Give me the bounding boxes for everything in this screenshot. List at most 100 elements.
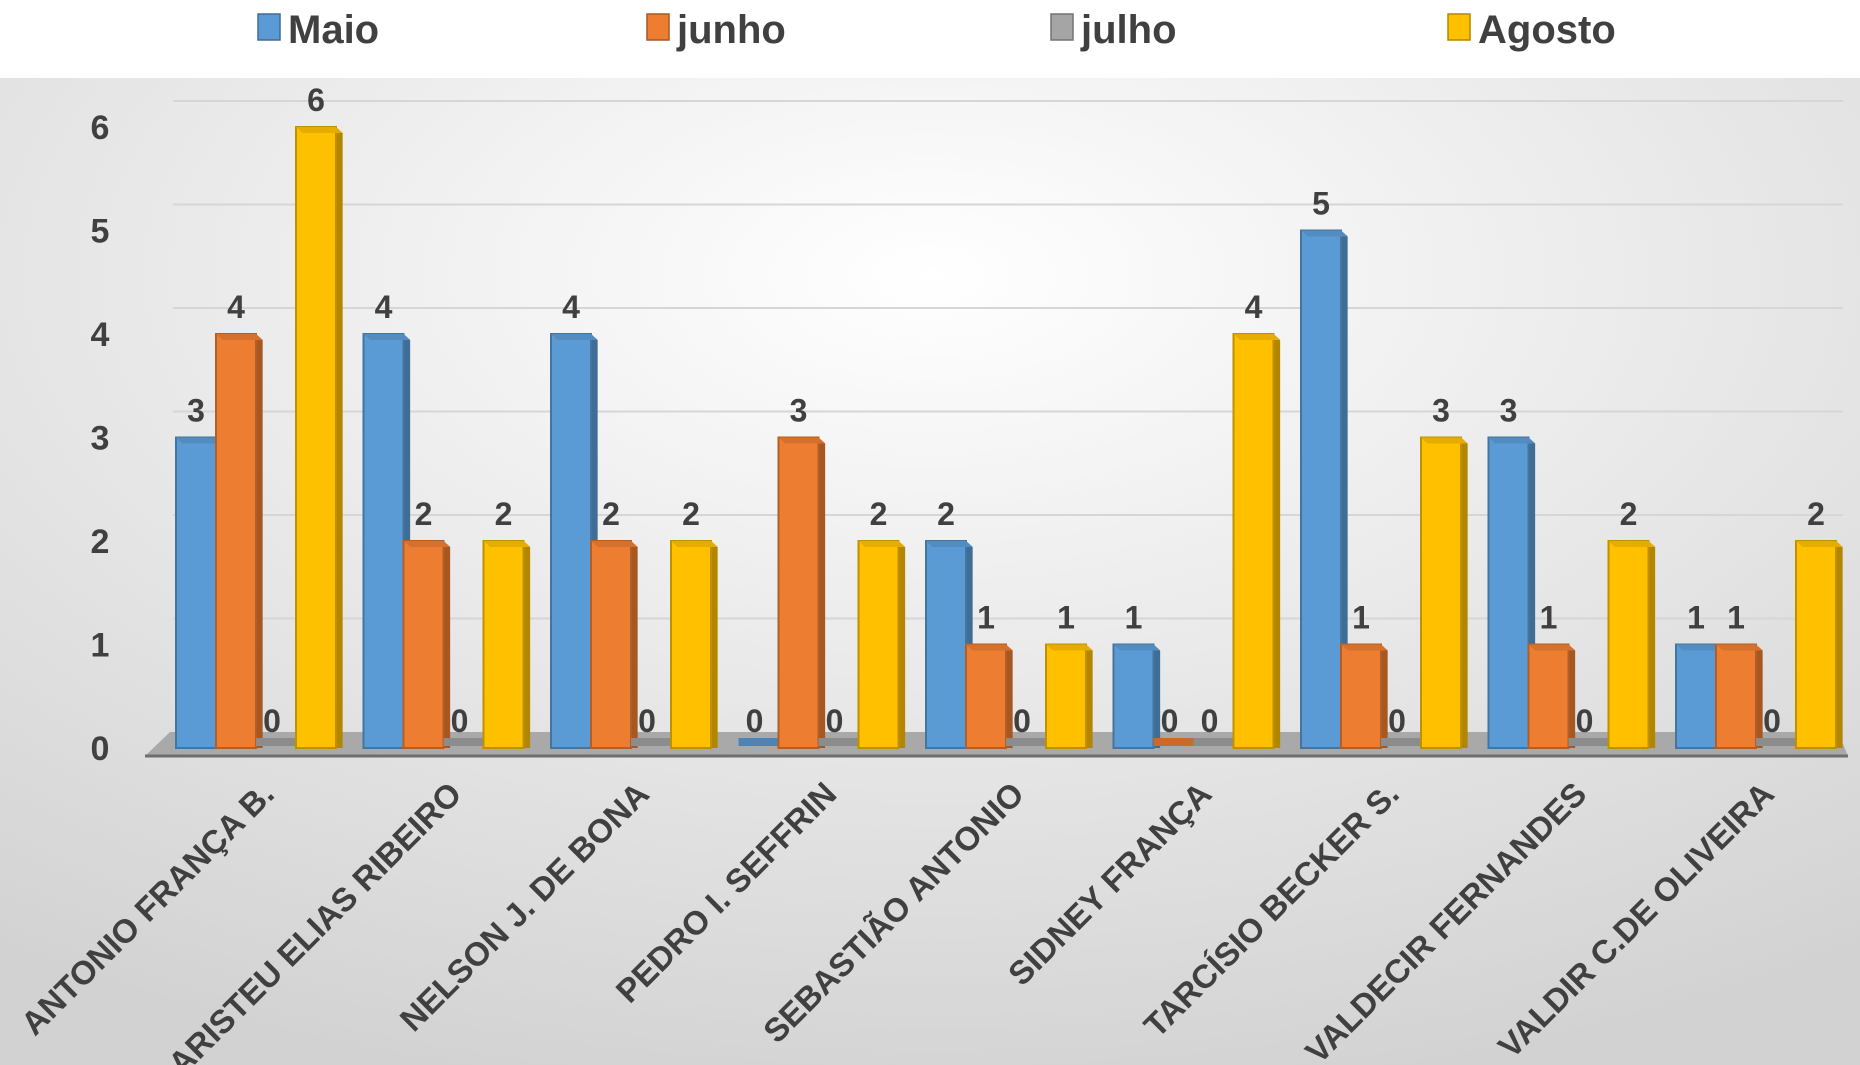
bar-side — [443, 541, 451, 748]
bar-top — [216, 334, 263, 340]
data-label: 3 — [1432, 393, 1450, 429]
bar-side — [898, 541, 906, 748]
data-label: 1 — [1125, 600, 1143, 636]
data-label: 3 — [187, 393, 205, 429]
legend-label: junho — [676, 8, 786, 52]
bar-front — [295, 126, 337, 749]
bar-side — [1756, 644, 1763, 748]
bar-top — [1233, 334, 1281, 340]
data-label: 0 — [451, 703, 469, 739]
bar-top — [176, 437, 223, 444]
bar-junho — [1715, 643, 1763, 749]
data-label: 4 — [1245, 289, 1263, 325]
bar-junho — [777, 436, 826, 749]
legend-label: julho — [1080, 8, 1177, 52]
bar-front — [1340, 643, 1382, 749]
bar-top — [1113, 644, 1161, 651]
bar-side — [1461, 437, 1468, 748]
data-label: 1 — [1540, 600, 1558, 636]
data-label: 3 — [1500, 393, 1518, 429]
bar-flat — [1756, 738, 1796, 746]
bar-julho — [256, 738, 296, 746]
bar-top — [1046, 644, 1093, 651]
bar-top — [403, 541, 451, 547]
bar-side — [711, 541, 718, 748]
bar-julho — [631, 738, 671, 746]
legend-swatch — [1447, 13, 1471, 41]
bar-maio — [1300, 229, 1348, 749]
bar-front — [215, 333, 257, 749]
bar-flat — [818, 738, 859, 746]
data-label: 2 — [682, 496, 700, 532]
bar-front — [925, 540, 967, 749]
bar-agosto — [1045, 643, 1093, 749]
data-label: 0 — [1576, 703, 1594, 739]
bar-top — [1716, 644, 1763, 651]
bar-top — [296, 127, 343, 133]
bar-julho — [1756, 738, 1796, 746]
data-label: 4 — [562, 289, 580, 325]
legend-swatch — [1050, 13, 1074, 41]
bar-top — [1796, 541, 1843, 547]
bar-front — [1607, 540, 1650, 749]
legend-item-agosto: Agosto — [1447, 8, 1616, 52]
y-tick-label: 5 — [91, 213, 110, 251]
bar-front — [857, 540, 900, 749]
bar-side — [1568, 644, 1576, 748]
data-label: 1 — [1352, 600, 1370, 636]
bar-front — [1487, 436, 1530, 749]
bar-top — [858, 541, 906, 547]
bar-front — [670, 540, 712, 749]
bar-agosto — [295, 126, 343, 749]
y-tick-label: 3 — [91, 420, 110, 458]
bar-front — [1715, 643, 1757, 749]
bar-front — [1045, 643, 1087, 749]
data-label: 4 — [227, 289, 245, 325]
data-label: 2 — [870, 496, 888, 532]
bar-front — [590, 540, 632, 749]
legend-swatch — [257, 13, 281, 41]
data-label: 0 — [826, 703, 844, 739]
bar-front — [482, 540, 525, 749]
bar-front — [362, 333, 405, 749]
data-label: 4 — [375, 289, 393, 325]
bar-julho — [1568, 738, 1609, 746]
bar-front — [777, 436, 820, 749]
bar-agosto — [670, 540, 718, 749]
bar-top — [671, 541, 718, 547]
bar-junho — [965, 643, 1013, 749]
bar-front — [1232, 333, 1275, 749]
bar-front — [1420, 436, 1462, 749]
bar-side — [256, 334, 263, 748]
bar-front — [1112, 643, 1155, 749]
bar-side — [1086, 644, 1093, 748]
bar-side — [1648, 541, 1656, 748]
data-label: 0 — [1763, 703, 1781, 739]
data-label: 1 — [1057, 600, 1075, 636]
bar-side — [1341, 230, 1348, 748]
data-label: 0 — [638, 703, 656, 739]
bar-side — [523, 541, 531, 748]
data-label: 2 — [602, 496, 620, 532]
bar-agosto — [857, 540, 906, 749]
data-label: 0 — [263, 703, 281, 739]
bar-top — [926, 541, 973, 547]
bar-front — [965, 643, 1007, 749]
data-label: 0 — [1201, 703, 1219, 739]
y-tick-label: 2 — [91, 523, 110, 561]
bar-top — [1341, 644, 1388, 651]
bar-flat — [443, 738, 484, 746]
data-label: 2 — [415, 496, 433, 532]
bar-front — [550, 333, 592, 749]
data-label: 6 — [307, 82, 325, 118]
bar-top — [1528, 644, 1576, 651]
bar-side — [1836, 541, 1843, 748]
data-label: 0 — [1161, 703, 1179, 739]
data-label: 2 — [937, 496, 955, 532]
bar-agosto — [1420, 436, 1468, 749]
bar-side — [1273, 334, 1281, 748]
data-label: 2 — [1620, 496, 1638, 532]
bar-side — [1381, 644, 1388, 748]
legend-item-junho: junho — [646, 8, 786, 52]
